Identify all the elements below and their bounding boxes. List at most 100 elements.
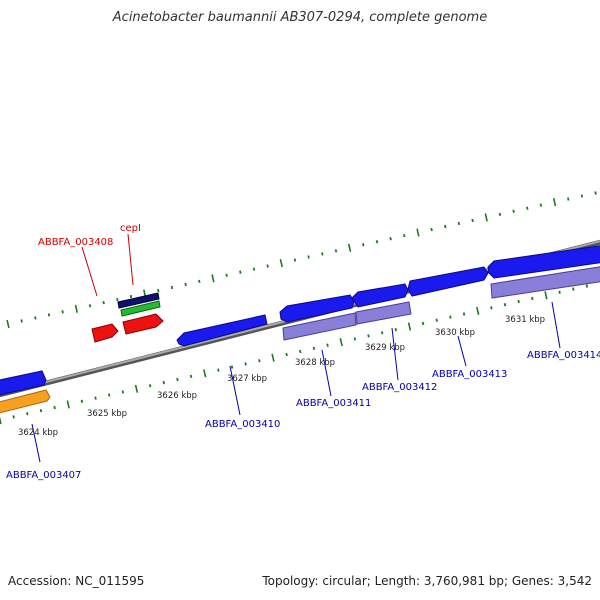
scale-label: 3629 kbp [365, 343, 405, 353]
gene-label-abbfa-003411[interactable]: ABBFA_003411 [296, 398, 371, 409]
tick-minor [380, 331, 384, 335]
tick-major [279, 259, 283, 268]
tick-major [484, 213, 488, 222]
tick-minor [258, 359, 261, 363]
tick-minor [184, 282, 187, 287]
gene-label-abbfa-003414[interactable]: ABBFA_003414 [527, 350, 600, 361]
tick-minor [572, 287, 575, 291]
tick-minor [94, 396, 97, 400]
tick-minor [307, 255, 310, 259]
tick-minor [326, 343, 329, 347]
leader-abbfa-003414 [551, 301, 561, 349]
tick-minor [108, 393, 111, 397]
gene-bar-green[interactable] [120, 300, 161, 317]
gene-label-abbfa-003412[interactable]: ABBFA_003412 [362, 382, 437, 393]
tick-minor [293, 258, 297, 262]
tick-minor [20, 319, 23, 323]
leader-abbfa-003408 [81, 246, 98, 297]
tick-major [339, 338, 343, 347]
tick-minor [503, 303, 507, 307]
tick-minor [539, 203, 543, 207]
tick-ring-inner [0, 284, 589, 425]
tick-major [407, 322, 412, 331]
tick-minor [26, 412, 29, 416]
tick-minor [375, 240, 379, 244]
tick-minor [531, 296, 534, 301]
gene-label-abbfa-003410[interactable]: ABBFA_003410 [205, 419, 280, 430]
tick-minor [225, 273, 228, 277]
tick-minor [299, 349, 302, 354]
tick-minor [567, 197, 570, 201]
tick-minor [512, 209, 515, 213]
tick-minor [490, 306, 493, 310]
tick-minor [102, 300, 105, 305]
tick-major [476, 306, 480, 315]
leader-abbfa-003412 [391, 327, 399, 381]
gene-cds-abbfa-003412[interactable] [355, 301, 412, 325]
tick-minor [430, 227, 433, 232]
tick-minor [403, 233, 406, 238]
gene-arrow-abbfa-003411[interactable] [279, 294, 355, 323]
gene-label-abbfa-003408[interactable]: ABBFA_003408 [38, 237, 113, 248]
tick-minor [176, 377, 179, 382]
gene-arrow-abbfa-003414[interactable] [487, 245, 600, 279]
tick-minor [121, 390, 125, 394]
gene-arrow-abbfa-003407-cds[interactable] [0, 370, 47, 396]
label-leaders [31, 233, 561, 463]
gene-bar-navy[interactable] [117, 292, 160, 309]
tick-minor [594, 191, 597, 195]
tick-major [134, 384, 139, 393]
scale-label: 3625 kbp [87, 409, 127, 419]
gene-arrow-cepi[interactable] [122, 313, 164, 335]
tick-minor [321, 252, 324, 256]
tick-minor [421, 321, 425, 326]
gene-arrow-abbfa-003407[interactable] [0, 389, 51, 414]
leader-cepi [127, 233, 134, 286]
tick-minor [498, 212, 502, 216]
gene-arrow-abbfa-003408[interactable] [91, 323, 119, 343]
tick-minor [12, 415, 15, 419]
tick-minor [462, 312, 466, 316]
tick-minor [353, 337, 357, 341]
tick-minor [39, 408, 43, 413]
tick-minor [47, 313, 51, 317]
gene-features [0, 245, 600, 414]
gene-label-abbfa-003413[interactable]: ABBFA_003413 [432, 369, 507, 380]
scale-label: 3628 kbp [295, 358, 335, 368]
tick-major [271, 353, 275, 362]
tick-minor [239, 270, 242, 274]
tick-minor [517, 299, 520, 304]
map-title: Acinetobacter baumannii AB307-0294, comp… [112, 10, 488, 25]
gene-arrow-abbfa-003413[interactable] [407, 266, 489, 297]
scale-label: 3630 kbp [435, 328, 475, 338]
tick-minor [435, 318, 438, 322]
tick-minor [244, 362, 247, 366]
tick-major [416, 228, 420, 237]
tick-minor [394, 328, 397, 332]
tick-minor [157, 288, 160, 293]
gene-label-abbfa-003407[interactable]: ABBFA_003407 [6, 470, 81, 481]
tick-minor [230, 365, 234, 369]
tick-minor [334, 249, 338, 253]
tick-major [552, 198, 557, 207]
gene-cds-abbfa-003411[interactable] [282, 312, 357, 341]
tick-minor [449, 315, 452, 319]
gene-arrow-abbfa-003410[interactable] [176, 314, 268, 347]
tick-minor [580, 194, 584, 198]
tick-minor [162, 380, 165, 385]
tick-minor [457, 221, 461, 226]
scale-label: 3624 kbp [18, 428, 58, 438]
leader-abbfa-003413 [457, 335, 467, 367]
gene-cds-abbfa-003414[interactable] [490, 266, 600, 299]
tick-major [347, 243, 352, 252]
gene-label-cepi[interactable]: cepI [120, 223, 141, 234]
tick-major [74, 304, 78, 313]
tick-major [66, 400, 70, 409]
tick-major [6, 319, 10, 329]
tick-minor [558, 290, 561, 294]
scale-label: 3627 kbp [227, 374, 267, 384]
leader-abbfa-003410 [229, 365, 241, 416]
tick-minor [285, 352, 288, 357]
